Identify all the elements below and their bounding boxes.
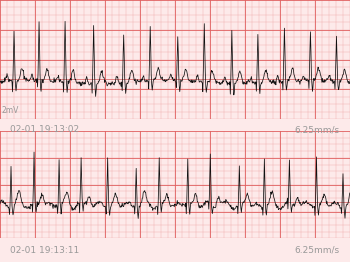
Text: 02-01 19:13:11: 02-01 19:13:11 [10, 246, 80, 255]
Text: 6.25mm/s: 6.25mm/s [294, 125, 339, 134]
Text: 2mV: 2mV [2, 106, 19, 115]
Text: 02-01 19:13:02: 02-01 19:13:02 [10, 125, 80, 134]
Text: 6.25mm/s: 6.25mm/s [294, 246, 339, 255]
